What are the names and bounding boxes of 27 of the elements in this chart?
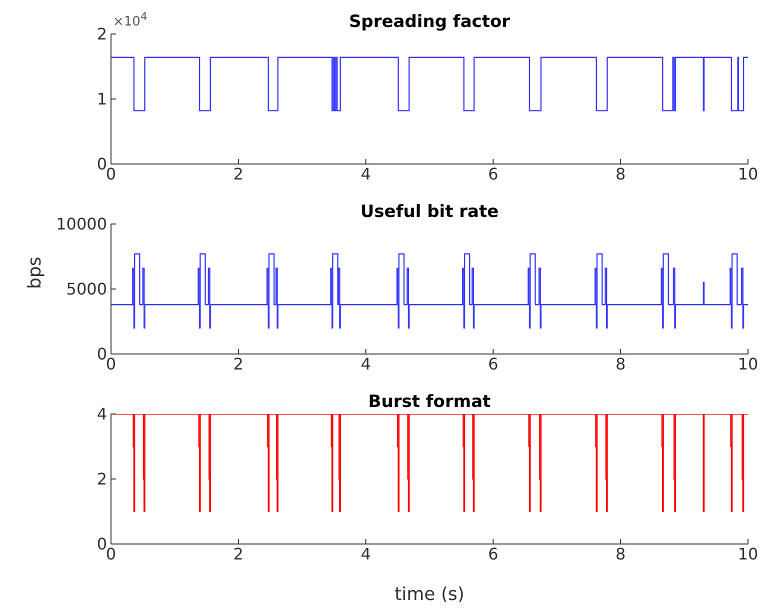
x-tick-label: 10 <box>738 544 758 564</box>
y-tick-label: 5000 <box>66 280 107 299</box>
x-tick-label: 8 <box>616 164 626 184</box>
y-tick-label: 10000 <box>56 214 107 234</box>
chart-title: Burst format <box>367 392 492 412</box>
y-tick-label: 2 <box>96 470 107 489</box>
y-tick-label: 2 <box>96 24 107 44</box>
x-tick-label: 10 <box>738 164 758 184</box>
chart-title: Useful bit rate <box>359 202 500 222</box>
y-tick-label: 1 <box>96 90 107 109</box>
y-axis-title: bps <box>24 256 46 289</box>
x-tick-label: 2 <box>233 354 244 374</box>
x-tick-label: 10 <box>738 354 758 374</box>
text: ×10$^{4}$ <box>113 10 148 30</box>
x-axis-title: time (s) <box>394 584 464 605</box>
chart-title: Spreading factor <box>348 12 510 32</box>
x-tick-label: 6 <box>488 354 498 374</box>
x-tick-label: 6 <box>488 544 498 564</box>
x-tick-label: 2 <box>233 544 244 564</box>
x-tick-label: 6 <box>488 164 498 184</box>
x-tick-label: 4 <box>360 544 371 564</box>
x-tick-label: 4 <box>360 354 371 374</box>
x-tick-label: 2 <box>233 164 244 184</box>
x-tick-label: 4 <box>360 164 371 184</box>
x-tick-label: 8 <box>616 544 626 564</box>
x-tick-label: 8 <box>616 354 626 374</box>
y-tick-label: 4 <box>96 404 107 424</box>
